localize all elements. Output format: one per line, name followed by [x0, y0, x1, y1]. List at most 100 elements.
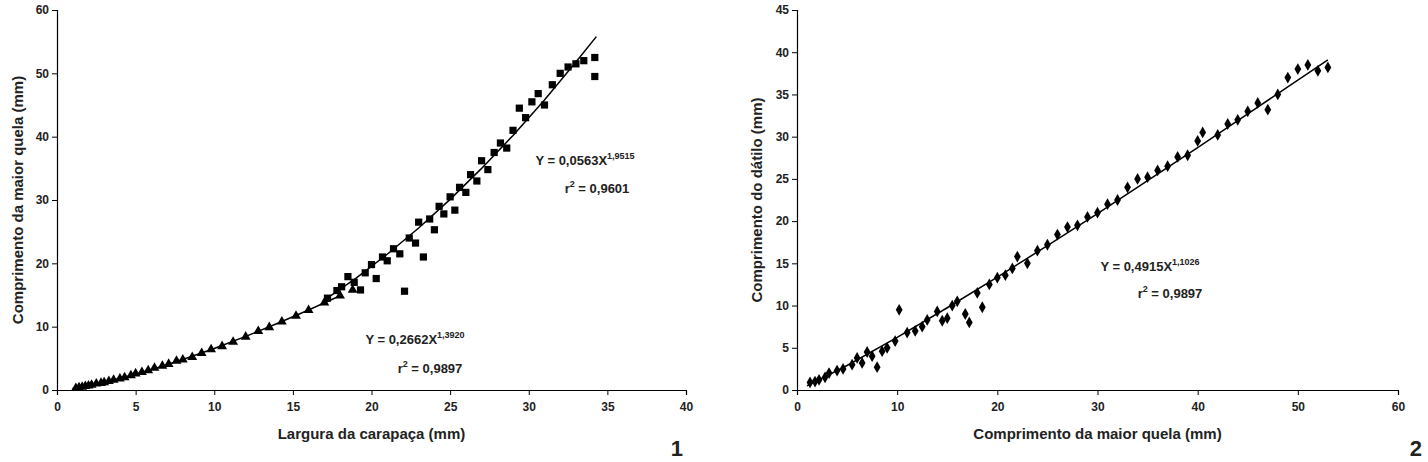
y-tick-label: 40 [776, 46, 790, 60]
point [431, 226, 438, 233]
annotation: r2 = 0,9897 [398, 359, 463, 376]
point [580, 57, 587, 64]
y-tick-label: 0 [782, 383, 789, 397]
annotation-exponent: 1,3920 [437, 330, 465, 340]
point [557, 70, 564, 77]
point [412, 239, 419, 246]
y-tick-mark [792, 348, 797, 349]
point [1304, 59, 1311, 71]
y-tick: 20 [36, 257, 57, 271]
figure: 05101520253035400102030405060Largura da … [0, 0, 1428, 462]
point [401, 288, 408, 295]
x-axis: 0510152025303540 [54, 390, 693, 414]
y-tick-label: 20 [776, 214, 790, 228]
x-tick-mark [897, 390, 898, 395]
annotation: Y = 0,4915X1,1026 [1100, 257, 1199, 274]
annotation: Y = 0,2662X1,3920 [365, 330, 464, 347]
x-tick: 15 [287, 390, 301, 414]
y-tick: 50 [36, 67, 57, 81]
plot-area [807, 59, 1332, 388]
panel-label: 1 [671, 436, 683, 461]
y-tick-mark [792, 137, 797, 138]
point [939, 315, 946, 327]
y-tick: 10 [36, 320, 57, 334]
annotation-text: Y = 0,2662X [365, 332, 437, 347]
y-tick-mark [52, 200, 57, 201]
point [440, 210, 447, 217]
y-tick-mark [52, 390, 57, 391]
point [1324, 62, 1331, 74]
y-tick-label: 10 [776, 299, 790, 313]
y-tick-label: 60 [36, 3, 50, 17]
y-tick-label: 40 [36, 130, 50, 144]
point [528, 98, 535, 105]
point [1284, 72, 1291, 84]
plot-area [71, 37, 598, 390]
point [1194, 135, 1201, 147]
x-tick-label: 35 [601, 400, 615, 414]
point [1199, 127, 1206, 139]
y-tick: 45 [776, 3, 797, 17]
point [415, 219, 422, 226]
point [896, 304, 903, 316]
y-tick-mark [792, 52, 797, 53]
point [979, 301, 986, 313]
y-tick: 60 [36, 3, 57, 17]
point [396, 250, 403, 257]
y-tick-mark [52, 73, 57, 74]
x-tick-mark [1098, 390, 1099, 395]
x-tick-mark [997, 390, 998, 395]
y-axis-line [52, 11, 58, 391]
y-axis-line [792, 11, 798, 391]
y-axis-title: Comprimento do dátilo (mm) [748, 98, 765, 303]
x-tick-label: 15 [287, 400, 301, 414]
x-tick: 20 [991, 390, 1005, 414]
y-tick-mark [52, 263, 57, 264]
x-tick-label: 10 [891, 400, 905, 414]
y-tick: 15 [776, 257, 797, 271]
annotation-exponent: 1,9515 [607, 151, 635, 161]
y-tick-mark [792, 10, 797, 11]
x-tick-mark [293, 390, 294, 395]
y-tick: 30 [36, 193, 57, 207]
y-tick: 5 [782, 341, 797, 355]
point [420, 253, 427, 260]
x-tick-label: 30 [523, 400, 537, 414]
point [874, 361, 881, 373]
x-tick-mark [136, 390, 137, 395]
x-tick: 10 [208, 390, 222, 414]
point [516, 105, 523, 112]
x-tick-mark [450, 390, 451, 395]
y-tick-mark [52, 327, 57, 328]
fit-line [807, 60, 1328, 386]
x-tick-mark [372, 390, 373, 395]
point [591, 73, 598, 80]
x-tick: 40 [680, 390, 694, 414]
point [478, 157, 485, 164]
x-tick-label: 40 [680, 400, 694, 414]
x-tick-label: 5 [133, 400, 140, 414]
point [1014, 251, 1021, 263]
x-tick-mark [529, 390, 530, 395]
y-tick: 30 [776, 130, 797, 144]
y-tick: 0 [782, 383, 797, 397]
x-tick: 0 [794, 390, 801, 414]
x-tick: 25 [444, 390, 458, 414]
y-tick-mark [792, 179, 797, 180]
y-tick-mark [792, 221, 797, 222]
x-tick-mark [1298, 390, 1299, 395]
y-tick-mark [792, 94, 797, 95]
annotation: r2 = 0,9601 [565, 179, 630, 196]
x-tick-mark [686, 390, 687, 395]
y-tick-label: 15 [776, 257, 790, 271]
chart: 05101520253035400102030405060Largura da … [9, 3, 693, 461]
y-tick: 40 [36, 130, 57, 144]
x-tick-label: 0 [794, 400, 801, 414]
y-tick-label: 30 [776, 130, 790, 144]
x-axis-line [798, 391, 1399, 396]
y-tick-label: 5 [782, 341, 789, 355]
point [944, 312, 951, 324]
point [535, 90, 542, 97]
point [484, 166, 491, 173]
y-tick-label: 10 [36, 320, 50, 334]
